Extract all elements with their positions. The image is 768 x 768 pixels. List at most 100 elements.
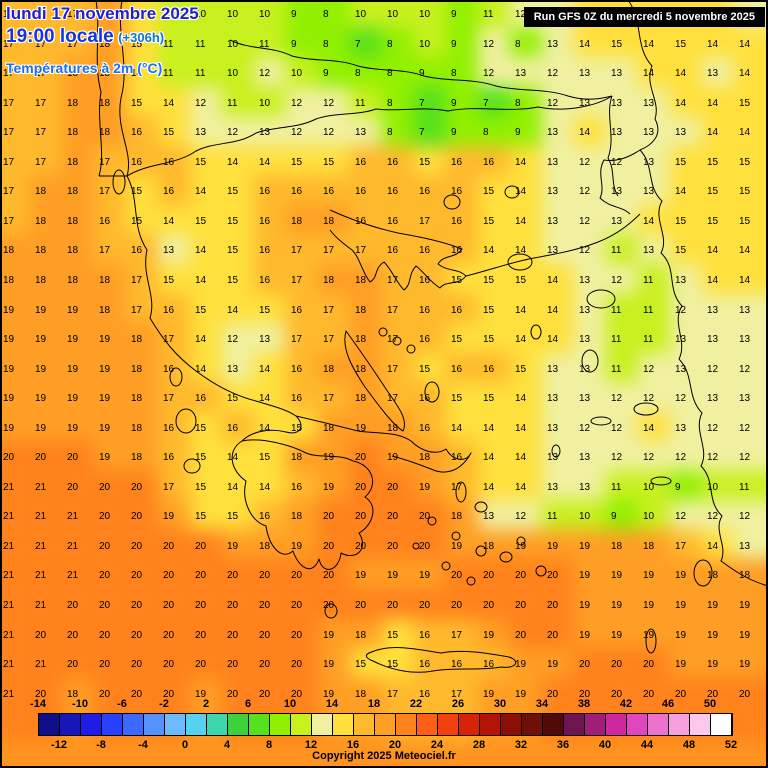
heat-cell <box>286 382 321 416</box>
temp-value: 20 <box>259 659 271 671</box>
heat-cell <box>638 470 673 504</box>
temp-value: 20 <box>259 570 271 582</box>
heat-cell <box>510 382 545 416</box>
colorbar-cell <box>81 714 102 735</box>
temp-value: 10 <box>259 9 271 20</box>
temp-value: 14 <box>483 422 495 434</box>
temp-value: 19 <box>451 540 463 552</box>
heat-cell <box>0 500 33 534</box>
temp-value: 15 <box>195 511 207 523</box>
heat-cell <box>478 234 513 268</box>
heat-cell <box>254 175 289 209</box>
heat-cell <box>30 175 65 209</box>
heat-cell <box>606 116 641 150</box>
temp-value: 11 <box>355 97 366 109</box>
temp-value: 19 <box>67 304 79 316</box>
heat-cell <box>222 648 257 682</box>
temp-value: 12 <box>739 511 751 523</box>
heat-cell <box>126 175 161 209</box>
heat-cell <box>638 559 673 593</box>
temp-value: 19 <box>99 363 111 375</box>
heat-cell <box>286 352 321 386</box>
temp-value: 13 <box>643 245 655 257</box>
temp-value: 16 <box>419 659 431 671</box>
heat-cell <box>286 470 321 504</box>
heat-cell <box>382 618 417 652</box>
temp-value: 17 <box>3 68 15 80</box>
heat-cell <box>254 500 289 534</box>
heat-cell <box>158 529 193 563</box>
temp-value: 18 <box>323 422 335 434</box>
heat-cell <box>222 618 257 652</box>
heat-cell <box>702 648 737 682</box>
heat-cell <box>414 648 449 682</box>
temp-value: 17 <box>387 304 399 316</box>
temp-value: 13 <box>643 156 655 168</box>
temp-value: 18 <box>355 688 367 700</box>
heat-cell <box>734 204 768 238</box>
heat-cell <box>542 589 577 622</box>
heat-cell <box>606 323 641 357</box>
temp-value: 18 <box>611 540 623 552</box>
heat-cell <box>446 145 481 179</box>
temp-value: 18 <box>67 688 79 700</box>
temp-value: 14 <box>643 38 655 50</box>
heat-cell <box>702 529 737 563</box>
heat-cell <box>318 470 353 504</box>
heat-cell <box>414 589 449 622</box>
temp-value: 18 <box>291 511 303 523</box>
heat-cell <box>414 204 449 238</box>
heat-cell <box>638 323 673 357</box>
temp-value: 19 <box>579 629 591 641</box>
temp-value: 10 <box>291 68 303 80</box>
colorbar-label-top: -10 <box>72 698 88 710</box>
temp-value: 11 <box>739 481 750 493</box>
temp-value: 15 <box>259 304 271 316</box>
heat-cell <box>638 500 673 534</box>
temp-value: 17 <box>387 363 399 375</box>
colorbar-cell <box>186 714 207 735</box>
heat-cell <box>158 27 193 61</box>
heat-cell <box>222 529 257 563</box>
heat-cell <box>734 175 768 209</box>
heat-cell <box>478 86 513 120</box>
heat-cell <box>734 589 768 622</box>
temp-value: 14 <box>579 38 591 50</box>
heat-cell <box>62 0 97 31</box>
temp-value: 17 <box>67 9 79 20</box>
heat-cell <box>670 352 705 386</box>
temp-value: 9 <box>675 481 681 493</box>
temp-value: 14 <box>675 186 687 198</box>
temp-value: 19 <box>707 659 719 671</box>
heat-cell <box>350 57 385 91</box>
temp-value: 10 <box>227 9 239 20</box>
heat-cell <box>0 293 33 327</box>
heat-cell <box>350 618 385 652</box>
heat-cell <box>734 352 768 386</box>
temp-value: 13 <box>675 334 687 346</box>
heat-cell <box>190 352 225 386</box>
heat-cell <box>254 441 289 475</box>
heat-cell <box>702 263 737 297</box>
temp-value: 18 <box>131 452 143 464</box>
colorbar-cell <box>690 714 711 735</box>
temp-value: 15 <box>323 156 335 168</box>
temp-value: 9 <box>451 9 457 20</box>
temp-value: 16 <box>291 481 303 493</box>
temp-value: 19 <box>611 629 623 641</box>
heat-cell <box>158 500 193 534</box>
temp-value: 16 <box>419 629 431 641</box>
temp-value: 13 <box>611 186 623 198</box>
temp-value: 20 <box>99 570 111 582</box>
heat-cell <box>190 559 225 593</box>
heat-cell <box>542 470 577 504</box>
heat-cell <box>126 57 161 91</box>
heat-cell <box>158 352 193 386</box>
heat-cell <box>670 589 705 622</box>
temp-value: 12 <box>323 97 335 109</box>
colorbar-cells <box>38 713 733 736</box>
temp-value: 16 <box>259 245 271 257</box>
heat-cell <box>0 382 33 416</box>
temp-value: 12 <box>675 511 687 523</box>
temp-value: 15 <box>131 215 143 227</box>
